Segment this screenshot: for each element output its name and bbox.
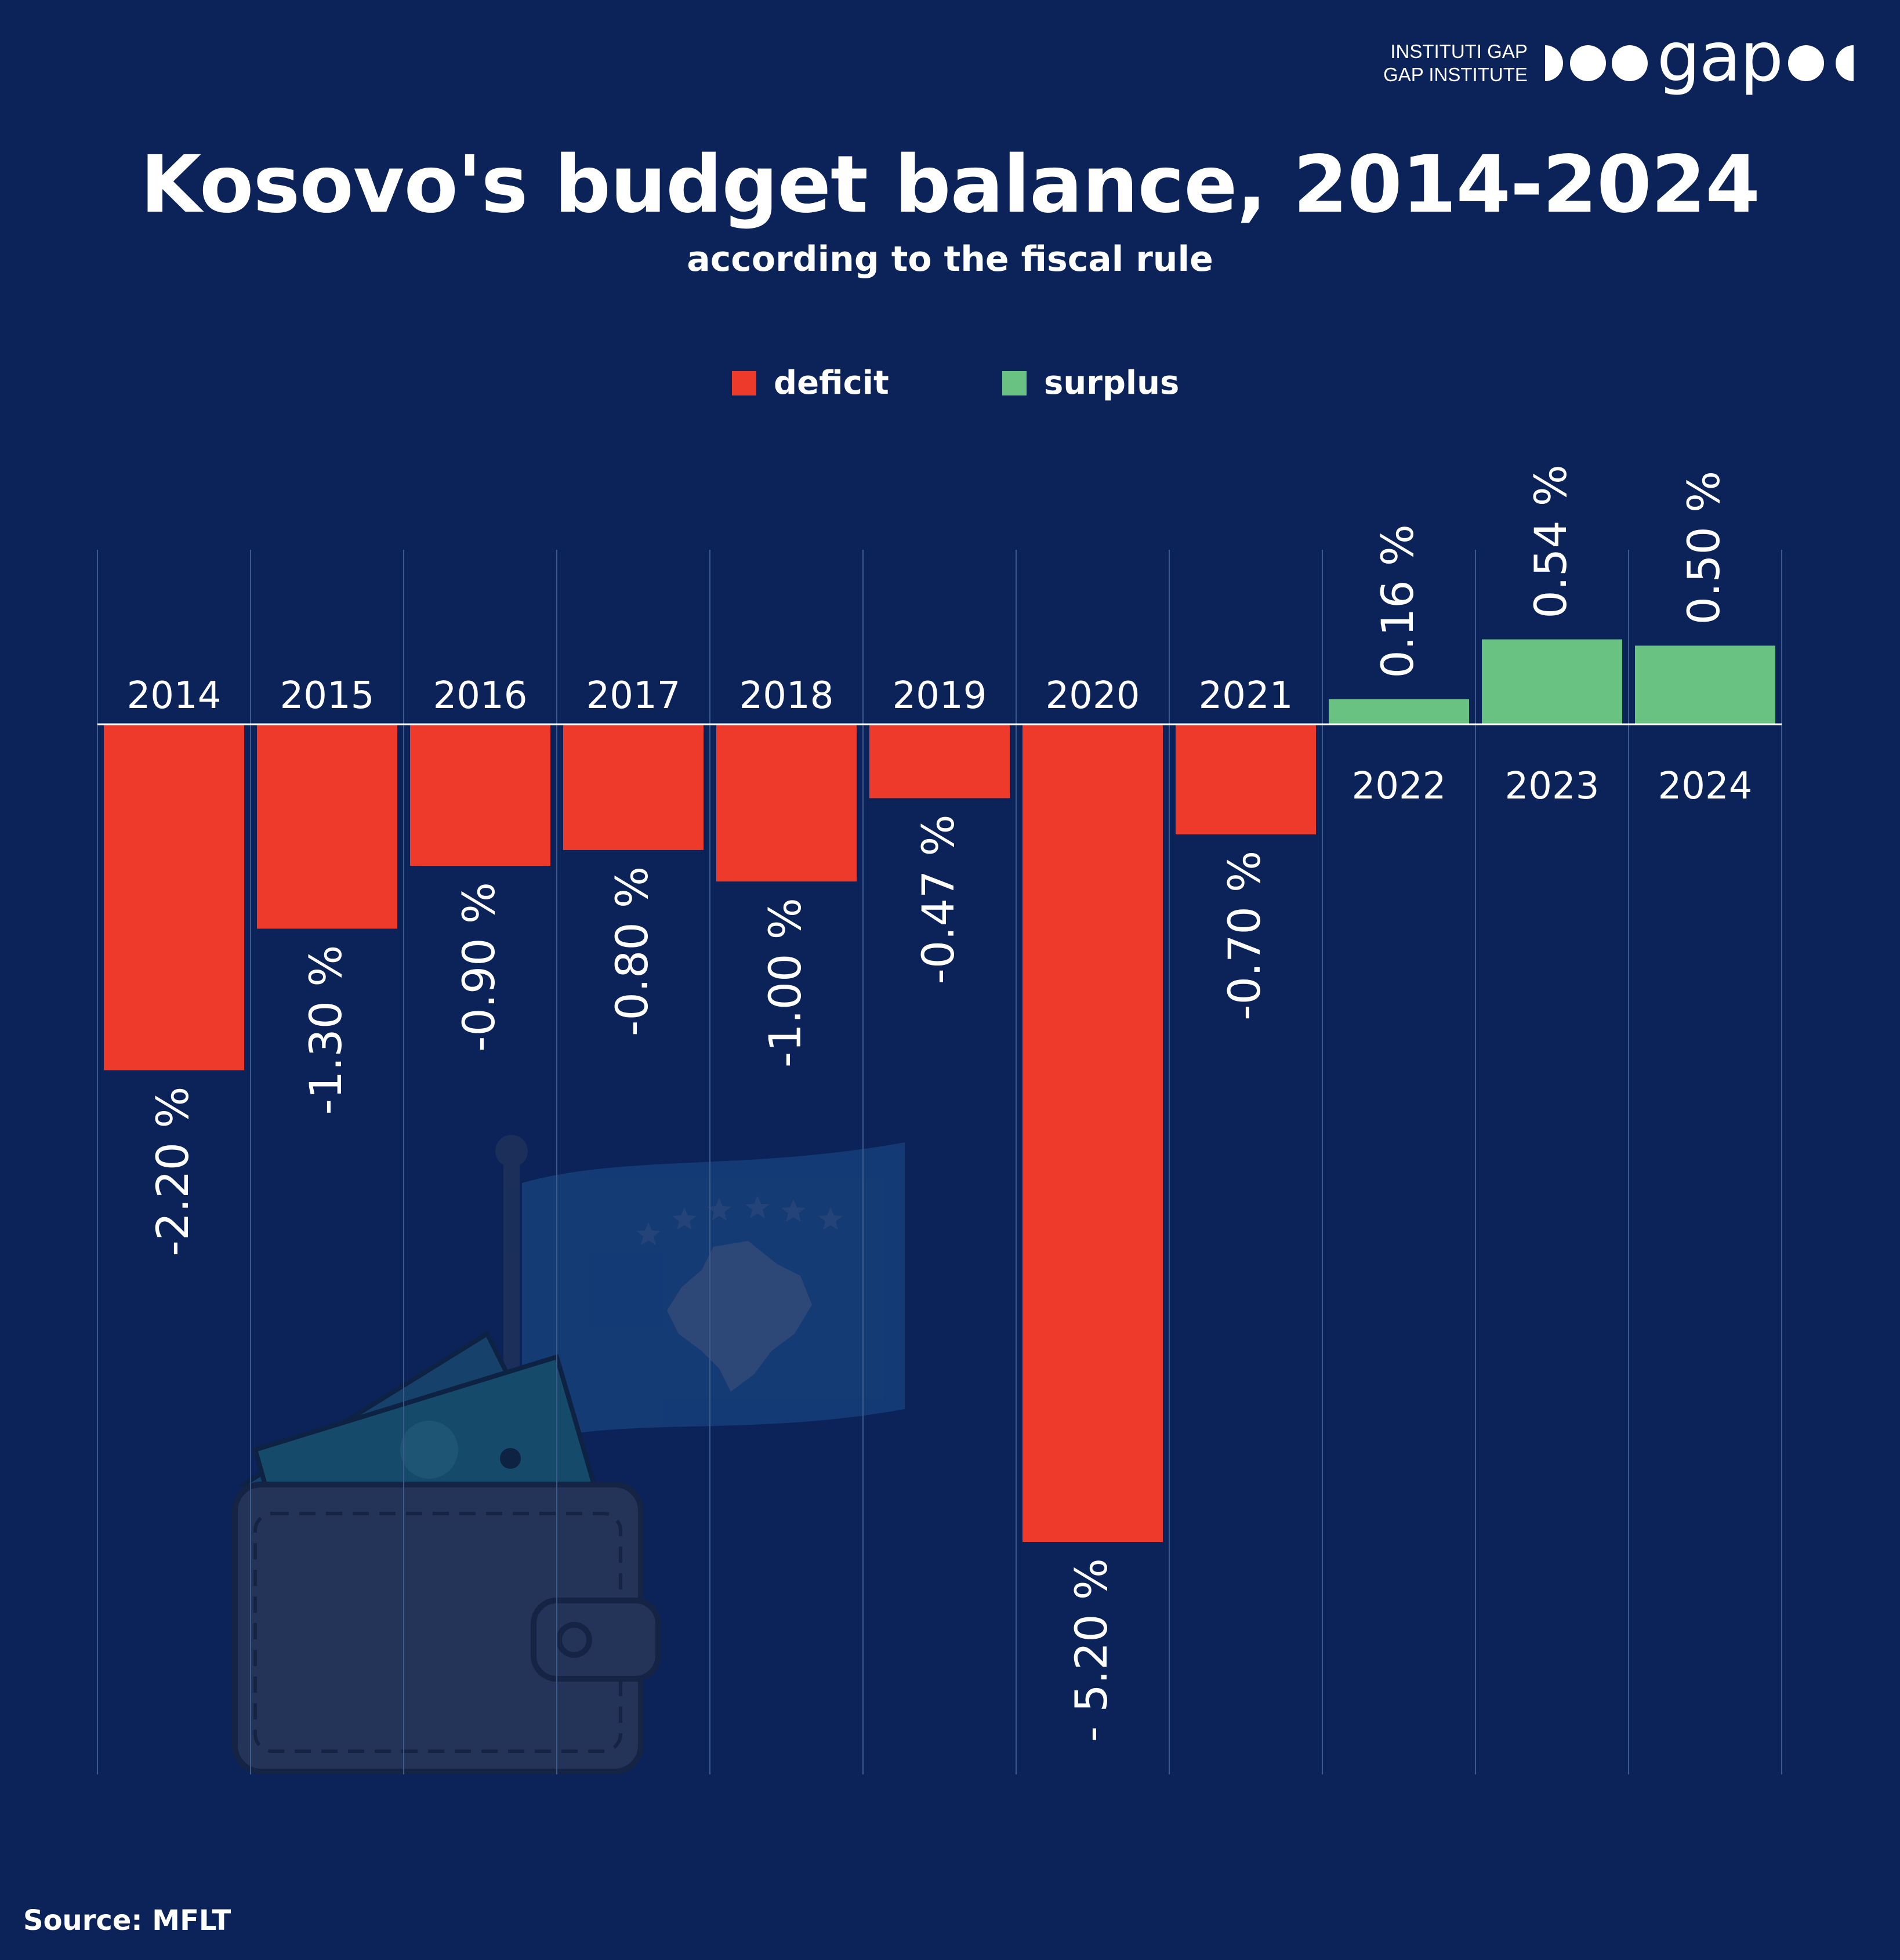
- value-label-2020: - 5.20 %: [1065, 1558, 1117, 1742]
- year-label-2023: 2023: [1505, 765, 1600, 808]
- legend-surplus-label: surplus: [1044, 364, 1180, 402]
- year-label-2016: 2016: [433, 674, 528, 717]
- value-label-2021: -0.70 %: [1219, 851, 1270, 1021]
- value-label-2018: -1.00 %: [759, 898, 811, 1068]
- year-label-2019: 2019: [893, 674, 987, 717]
- chart-subtitle: according to the fiscal rule: [687, 239, 1213, 280]
- year-label-2024: 2024: [1658, 765, 1753, 808]
- value-label-2022: 0.16 %: [1372, 524, 1423, 678]
- year-label-2020: 2020: [1046, 674, 1140, 717]
- value-label-2023: 0.54 %: [1525, 464, 1576, 619]
- legend-deficit-swatch: [732, 371, 756, 395]
- value-label-2024: 0.50 %: [1678, 471, 1729, 625]
- logo-tagline-line2: GAP INSTITUTE: [1383, 64, 1528, 85]
- bar-2017: [563, 724, 704, 850]
- value-label-2016: -0.90 %: [453, 882, 505, 1052]
- year-label-2018: 2018: [739, 674, 834, 717]
- year-label-2017: 2017: [586, 674, 681, 717]
- value-label-2015: -1.30 %: [300, 945, 351, 1115]
- logo-wordmark: gap: [1656, 17, 1783, 97]
- bar-2024: [1635, 645, 1775, 724]
- year-label-2022: 2022: [1352, 765, 1446, 808]
- year-label-2021: 2021: [1199, 674, 1293, 717]
- logo-tagline-line1: INSTITUTI GAP: [1390, 41, 1528, 62]
- chart-title: Kosovo's budget balance, 2014-2024: [140, 139, 1760, 231]
- bar-2021: [1176, 724, 1316, 834]
- legend-surplus: surplus: [1002, 364, 1179, 402]
- bar-2015: [257, 724, 397, 929]
- gap-logo-icon: gap: [1544, 17, 1854, 101]
- bar-2014: [104, 724, 244, 1070]
- year-label-2014: 2014: [127, 674, 222, 717]
- chart-bars: [104, 639, 1775, 1542]
- legend-deficit: deficit: [732, 364, 889, 402]
- logo-tagline: INSTITUTI GAP GAP INSTITUTE: [1383, 40, 1528, 86]
- chart-labels: 2014 -2.20 % 2015 -1.30 % 2016 -0.90 % 2017 -0.…: [127, 464, 1753, 1742]
- legend-deficit-label: deficit: [774, 364, 889, 402]
- bar-2019: [869, 724, 1010, 798]
- value-label-2019: -0.47 %: [912, 814, 964, 984]
- background-illustration: [232, 1135, 905, 1774]
- bar-2020: [1022, 724, 1163, 1542]
- legend-surplus-swatch: [1002, 371, 1027, 395]
- year-label-2015: 2015: [280, 674, 375, 717]
- wallet-icon: [232, 1482, 661, 1774]
- bar-2023: [1482, 639, 1622, 724]
- value-label-2014: -2.20 %: [147, 1087, 198, 1257]
- value-label-2017: -0.80 %: [606, 866, 658, 1036]
- bar-2022: [1329, 699, 1469, 724]
- source-note: Source: MFLT: [23, 1904, 231, 1937]
- bar-2018: [716, 724, 857, 882]
- bar-2016: [410, 724, 550, 866]
- gap-logo: INSTITUTI GAP GAP INSTITUTE gap: [1383, 17, 1854, 101]
- kosovo-flag-icon: [495, 1135, 905, 1444]
- chart-gridlines: [97, 550, 1782, 1774]
